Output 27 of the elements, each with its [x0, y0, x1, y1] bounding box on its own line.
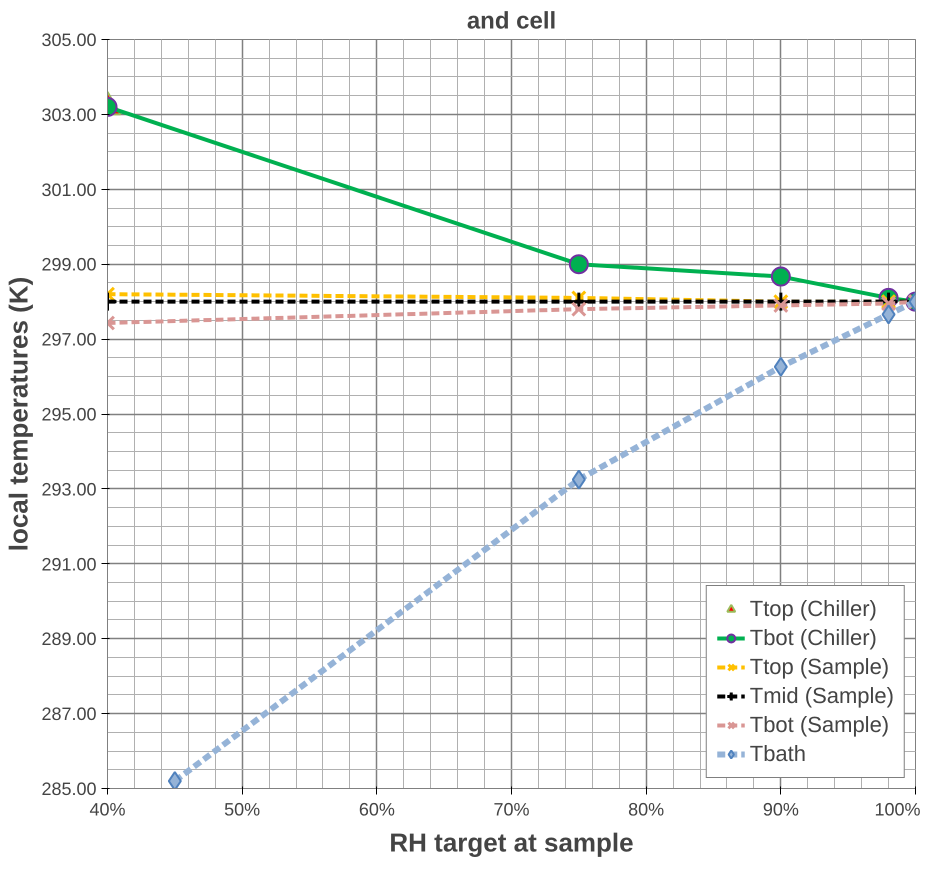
legend-label: Tbath — [750, 741, 806, 767]
x-tick-label: 40% — [89, 800, 126, 820]
legend-label: Tbot (Sample) — [750, 712, 890, 738]
x-axis-title: RH target at sample — [389, 828, 634, 858]
y-tick-label: 301.00 — [41, 180, 97, 200]
y-tick-label: 291.00 — [41, 554, 97, 574]
legend-label: Ttop (Sample) — [750, 654, 890, 680]
y-tick-label: 287.00 — [41, 704, 97, 724]
legend-label: Tbot (Chiller) — [750, 625, 877, 651]
y-tick-label: 297.00 — [41, 330, 97, 350]
x-tick-label: 50% — [224, 800, 260, 820]
legend-label: Ttop (Chiller) — [750, 596, 877, 622]
y-tick-label: 303.00 — [41, 104, 97, 125]
y-tick-label: 305.00 — [41, 30, 97, 50]
y-tick-label: 289.00 — [41, 629, 97, 650]
x-tick-label: 60% — [358, 800, 395, 820]
y-axis-title: local temperatures (K) — [3, 276, 34, 552]
y-tick-label: 295.00 — [41, 404, 97, 424]
x-tick-label: 90% — [762, 800, 799, 820]
y-tick-label: 293.00 — [41, 479, 97, 500]
x-tick-label: 80% — [628, 800, 664, 820]
x-tick-label: 70% — [493, 800, 530, 820]
legend-label: Tmid (Sample) — [750, 683, 894, 709]
y-tick-label: 285.00 — [41, 779, 97, 799]
chart-title: and cell — [466, 8, 556, 34]
x-tick-label: 100% — [874, 800, 921, 820]
y-tick-label: 299.00 — [41, 254, 97, 275]
